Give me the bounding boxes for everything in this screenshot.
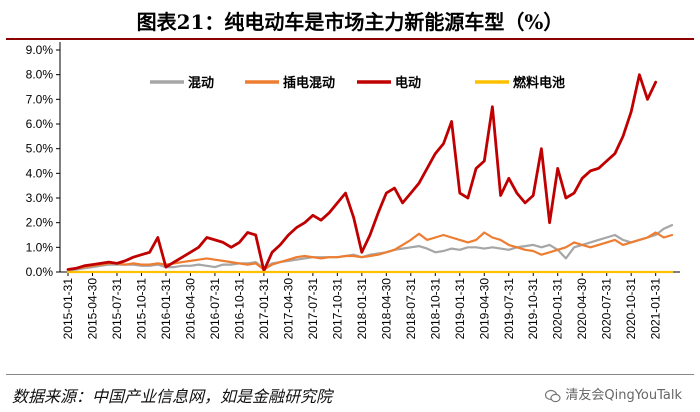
line-chart: 0.0% 1.0% 2.0% 3.0% 4.0% 5.0% 6.0% 7.0% 8.0% 9.0%…	[26, 42, 680, 340]
x-tick-label: 2019-10-31	[526, 278, 540, 340]
y-tick-label: 9.0%	[26, 43, 54, 57]
x-tick-label: 2020-01-31	[551, 278, 565, 340]
legend-fuel-cell-label: 燃料电池	[513, 75, 565, 91]
x-tick-label: 2019-07-31	[502, 278, 516, 340]
legend-plugin-hybrid-label: 插电混动	[283, 75, 335, 91]
x-tick-label: 2015-01-31	[61, 278, 75, 340]
chart-title: 图表21：纯电动车是市场主力新能源车型（%）	[136, 10, 564, 34]
x-tick-label: 2016-07-31	[208, 278, 222, 340]
x-tick-label: 2019-04-30	[477, 278, 491, 340]
y-tick-label: 3.0%	[26, 191, 54, 205]
footer-divider	[6, 374, 694, 375]
series-line-hybrid	[66, 224, 674, 272]
x-tick-label: 2021-01-31	[649, 278, 663, 340]
x-tick-label: 2016-01-31	[159, 278, 173, 340]
series-lines	[66, 73, 674, 274]
x-tick-label: 2016-04-30	[183, 278, 197, 340]
x-axis-labels: 2015-01-31 2015-04-30 2015-07-31 2015-10-31…	[61, 278, 663, 340]
x-tick-label: 2020-10-31	[624, 278, 638, 340]
x-tick-label: 2019-01-31	[453, 278, 467, 340]
x-tick-label: 2017-04-30	[281, 278, 295, 340]
y-tick-label: 8.0%	[26, 68, 54, 82]
x-tick-label: 2017-07-31	[306, 278, 320, 340]
y-tick-label: 7.0%	[26, 92, 54, 106]
x-tick-label: 2020-07-31	[600, 278, 614, 340]
x-tick-label: 2018-07-31	[404, 278, 418, 340]
y-tick-label: 1.0%	[26, 240, 54, 254]
y-tick-label: 5.0%	[26, 142, 54, 156]
x-tick-label: 2017-01-31	[257, 278, 271, 340]
x-tick-label: 2020-04-30	[575, 278, 589, 340]
legend-hybrid-label: 混动	[188, 76, 214, 91]
x-tick-label: 2015-10-31	[134, 278, 148, 340]
data-source: 数据来源：中国产业信息网，如是金融研究院	[12, 387, 333, 406]
watermark: 清友会QingYouTalk	[545, 384, 682, 403]
y-tick-label: 0.0%	[26, 265, 54, 279]
x-tick-label: 2018-01-31	[355, 278, 369, 340]
x-tick-label: 2015-07-31	[110, 278, 124, 340]
y-axis-labels: 0.0% 1.0% 2.0% 3.0% 4.0% 5.0% 6.0% 7.0% 8.0% 9.0%	[26, 43, 54, 279]
x-tick-label: 2015-04-30	[85, 278, 99, 340]
y-tick-label: 4.0%	[26, 166, 54, 180]
x-tick-label: 2018-10-31	[428, 278, 442, 340]
wechat-icon	[545, 389, 561, 402]
legend-ev-label: 电动	[395, 75, 421, 91]
x-tick-label: 2017-10-31	[330, 278, 344, 340]
x-tick-label: 2018-04-30	[379, 278, 393, 340]
y-tick-label: 6.0%	[26, 117, 54, 131]
x-tick-label: 2016-10-31	[232, 278, 246, 340]
title-divider	[6, 38, 694, 40]
y-tick-label: 2.0%	[26, 216, 54, 230]
series-line-ev	[66, 73, 658, 273]
watermark-text: 清友会QingYouTalk	[565, 388, 682, 403]
chart-legend: 混动 插电混动 电动 燃料电池	[150, 75, 565, 91]
